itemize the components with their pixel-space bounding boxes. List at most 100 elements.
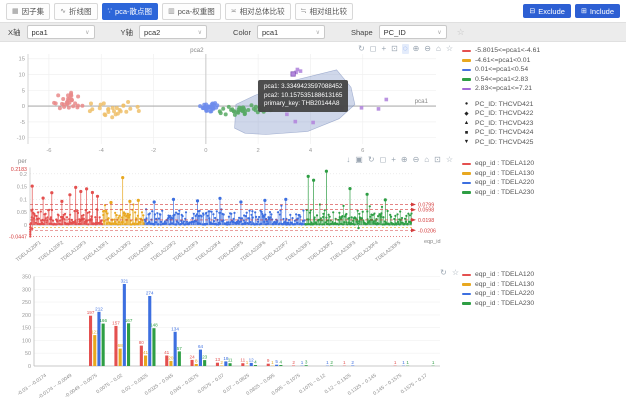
lollipop-head[interactable]	[255, 215, 258, 218]
scatter-point[interactable]	[215, 103, 220, 108]
box-select-icon[interactable]: ⊡	[391, 44, 398, 53]
pca-scatter-plot-area[interactable]: -6 -4 -2 0 2 4 6 -10 -5 0 5 10 15 pca1 pca2	[0, 42, 460, 155]
lollipop-head[interactable]	[360, 217, 363, 220]
lollipop-head[interactable]	[178, 209, 181, 212]
lollipop-head[interactable]	[310, 221, 313, 224]
scatter-point[interactable]	[359, 106, 364, 110]
scatter-point[interactable]	[237, 105, 242, 110]
scatter-point[interactable]	[298, 69, 303, 73]
lollipop-head[interactable]	[329, 219, 332, 222]
lollipop-head[interactable]	[368, 205, 371, 208]
exclude-button[interactable]: ⊟ Exclude	[523, 4, 571, 18]
lollipop-head[interactable]	[261, 212, 264, 215]
lollipop-head[interactable]	[85, 187, 89, 191]
scatter-point[interactable]	[226, 104, 231, 109]
scatter-point[interactable]	[114, 106, 119, 110]
lollipop-head[interactable]	[405, 214, 408, 217]
scatter-point[interactable]	[136, 109, 141, 113]
lollipop-head[interactable]	[67, 223, 70, 226]
lollipop-head[interactable]	[151, 210, 154, 213]
home-icon[interactable]: ⌂	[435, 44, 441, 53]
legend-item[interactable]: ▼ PC_ID: THCVD425	[462, 138, 620, 148]
lollipop-head[interactable]	[284, 197, 288, 201]
lollipop-head[interactable]	[82, 213, 85, 217]
lollipop-head[interactable]	[404, 220, 408, 223]
legend-item[interactable]: eqp_id : TDELA220	[462, 289, 620, 299]
lollipop-head[interactable]	[408, 214, 412, 217]
scatter-point[interactable]	[76, 94, 81, 99]
scatter-point[interactable]	[121, 103, 126, 108]
lollipop-head[interactable]	[287, 218, 291, 222]
include-button[interactable]: ⊞ Include	[574, 4, 620, 18]
scatter-point[interactable]	[384, 97, 389, 102]
lollipop-head[interactable]	[328, 215, 331, 218]
lollipop-head[interactable]	[315, 214, 319, 217]
lollipop-head[interactable]	[182, 220, 185, 223]
lollipop-head[interactable]	[50, 191, 54, 195]
lollipop-head[interactable]	[248, 217, 251, 220]
lollipop-head[interactable]	[346, 223, 349, 226]
scatter-point[interactable]	[97, 106, 102, 111]
y-axis-select[interactable]: pca2 ∨	[139, 25, 208, 39]
lollipop-head[interactable]	[105, 209, 108, 213]
lollipop-head[interactable]	[390, 215, 393, 218]
histogram-bar[interactable]	[253, 365, 257, 366]
histogram-bar[interactable]	[127, 323, 131, 366]
lollipop-head[interactable]	[232, 221, 235, 224]
lollipop-head[interactable]	[245, 211, 248, 214]
box-select-icon[interactable]: ⊡	[434, 155, 441, 164]
scatter-point[interactable]	[75, 105, 80, 110]
scatter-point[interactable]	[118, 109, 123, 114]
lollipop-head[interactable]	[289, 213, 292, 216]
lollipop-head[interactable]	[173, 213, 176, 216]
lollipop-head[interactable]	[350, 216, 353, 219]
lollipop-head[interactable]	[170, 222, 174, 225]
lollipop-head[interactable]	[322, 212, 325, 215]
histogram-bar[interactable]	[97, 311, 101, 366]
histogram-bar[interactable]	[114, 325, 118, 366]
lollipop-head[interactable]	[78, 218, 81, 221]
histogram-bar[interactable]	[304, 365, 308, 366]
lollipop-head[interactable]	[380, 205, 384, 208]
lollipop-head[interactable]	[233, 211, 236, 214]
tab-relative-overall[interactable]: ≍ 相对总体比较	[224, 2, 291, 20]
lollipop-head[interactable]	[348, 187, 352, 191]
lollipop-head[interactable]	[148, 212, 151, 215]
lollipop-head[interactable]	[73, 209, 76, 213]
legend-item[interactable]: eqp_id : TDELA230	[462, 188, 620, 198]
lollipop-head[interactable]	[399, 210, 402, 213]
lollipop-head[interactable]	[230, 212, 233, 215]
lollipop-head[interactable]	[103, 209, 106, 212]
lollipop-head[interactable]	[251, 216, 254, 219]
lollipop-head[interactable]	[244, 215, 247, 218]
lollipop-head[interactable]	[389, 213, 392, 216]
lollipop-head[interactable]	[256, 223, 259, 226]
lollipop-head[interactable]	[168, 216, 171, 219]
lollipop-head[interactable]	[260, 210, 263, 213]
lollipop-head[interactable]	[124, 212, 127, 215]
lollipop-head[interactable]	[152, 200, 156, 204]
lollipop-head[interactable]	[82, 217, 85, 220]
lollipop-head[interactable]	[41, 196, 45, 200]
legend-item[interactable]: eqp_id : TDELA130	[462, 280, 620, 290]
lollipop-head[interactable]	[339, 217, 342, 221]
lollipop-head[interactable]	[198, 209, 201, 212]
tab-pca-weight[interactable]: ▥ pca-权重图	[162, 2, 221, 20]
lollipop-head[interactable]	[44, 217, 47, 220]
lollipop-head[interactable]	[306, 174, 310, 178]
lollipop-head[interactable]	[215, 210, 218, 213]
lollipop-head[interactable]	[354, 217, 357, 220]
legend-item[interactable]: eqp_id : TDELA120	[462, 159, 620, 169]
lollipop-head[interactable]	[163, 220, 166, 223]
lollipop-head[interactable]	[94, 216, 97, 219]
lollipop-head[interactable]	[341, 215, 344, 218]
histogram-bar[interactable]	[215, 362, 219, 366]
color-select[interactable]: pca1 ∨	[256, 25, 325, 39]
scatter-point[interactable]	[112, 109, 116, 114]
lollipop-head[interactable]	[76, 211, 80, 215]
lollipop-head[interactable]	[296, 217, 299, 220]
lollipop-head[interactable]	[295, 213, 298, 216]
tab-relative-group[interactable]: ≒ 相对组比较	[294, 2, 354, 20]
lollipop-head[interactable]	[29, 226, 32, 229]
lollipop-head[interactable]	[29, 233, 32, 236]
